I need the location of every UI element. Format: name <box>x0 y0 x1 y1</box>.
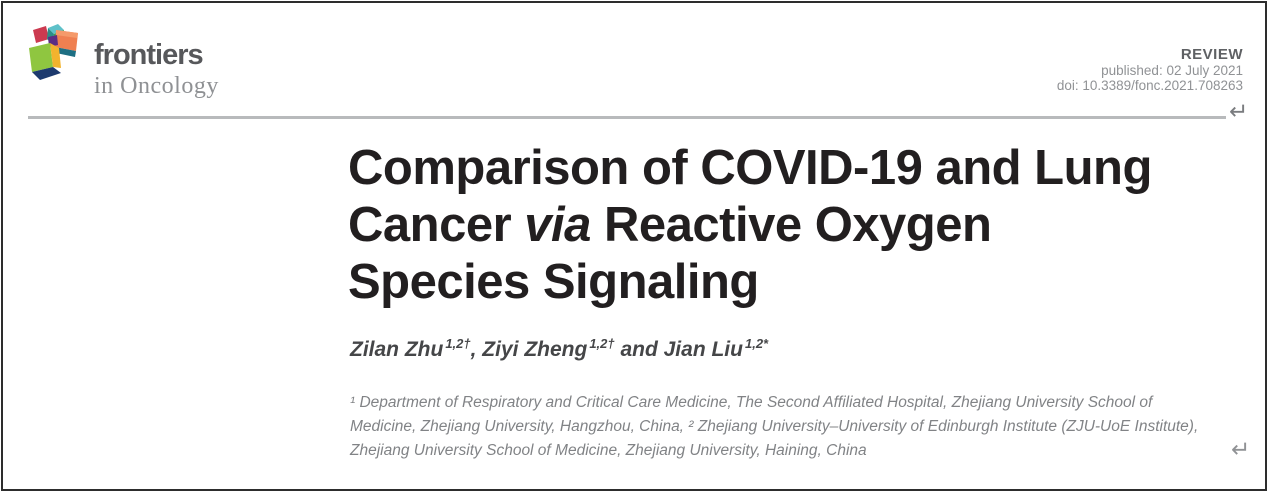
article-title: Comparison of COVID-19 and Lung Cancer v… <box>348 140 1152 311</box>
return-arrow-icon: ↵ <box>1231 436 1251 462</box>
author-name: and Jian Liu <box>614 338 743 361</box>
affiliations: ¹ Department of Respiratory and Critical… <box>350 391 1198 463</box>
affiliation-line: Medicine, Zhejiang University, Hangzhou,… <box>350 418 1199 435</box>
brand-wordmark: frontiers <box>94 39 204 71</box>
author-name: Zilan Zhu <box>350 338 444 361</box>
author-name: , Ziyi Zheng <box>470 338 588 361</box>
author-superscript: 1,2† <box>589 336 615 351</box>
author-line: Zilan Zhu 1,2†, Ziyi Zheng 1,2† and Jian L… <box>350 336 768 362</box>
journal-name: in Oncology <box>94 73 219 99</box>
frontiers-cubes-logo-icon <box>29 24 78 80</box>
article-meta: REVIEW published: 02 July 2021 doi: 10.3… <box>1057 46 1243 93</box>
author-superscript: 1,2† <box>445 336 471 351</box>
affiliation-line: Zhejiang University School of Medicine, … <box>350 442 867 459</box>
title-line-2: Cancer via Reactive Oxygen <box>348 198 992 252</box>
doi-link[interactable]: doi: 10.3389/fonc.2021.708263 <box>1056 78 1243 93</box>
published-date: published: 02 July 2021 <box>1101 63 1243 78</box>
header-divider <box>28 116 1226 119</box>
author-superscript: 1,2* <box>744 336 769 351</box>
article-type-label: REVIEW <box>1180 46 1243 63</box>
title-line-3: Species Signaling <box>348 255 759 309</box>
return-arrow-icon: ↵ <box>1229 98 1249 124</box>
affiliation-line: ¹ Department of Respiratory and Critical… <box>350 394 1153 411</box>
brand-text: frontiers in Oncology <box>94 39 219 99</box>
title-line-1: Comparison of COVID-19 and Lung <box>348 141 1152 195</box>
